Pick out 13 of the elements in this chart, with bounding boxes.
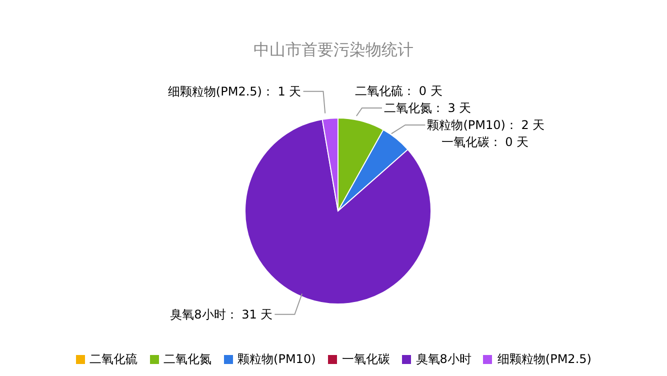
- data-label: 颗粒物(PM10)： 2 天: [427, 118, 545, 132]
- legend-label: 一氧化碳: [340, 351, 390, 368]
- legend-label: 二氧化硫: [88, 351, 138, 368]
- text: 一氧化碳： 0 天: [441, 135, 529, 150]
- legend-label: 二氧化氮: [162, 351, 212, 368]
- text: 二氧化硫： 0 天: [355, 84, 442, 98]
- legend-label: 细颗粒物(PM2.5): [496, 351, 592, 368]
- data-label: 臭氧8小时： 31 天: [170, 308, 273, 322]
- chart-title: 中山市首要污染物统计: [252, 40, 414, 61]
- legend-label: 颗粒物(PM10): [236, 351, 316, 368]
- data-label: 二氧化氮： 3 天: [384, 101, 472, 116]
- legend-label: 臭氧8小时: [414, 351, 472, 368]
- data-label: 细颗粒物(PM2.5)： 1 天: [168, 84, 302, 99]
